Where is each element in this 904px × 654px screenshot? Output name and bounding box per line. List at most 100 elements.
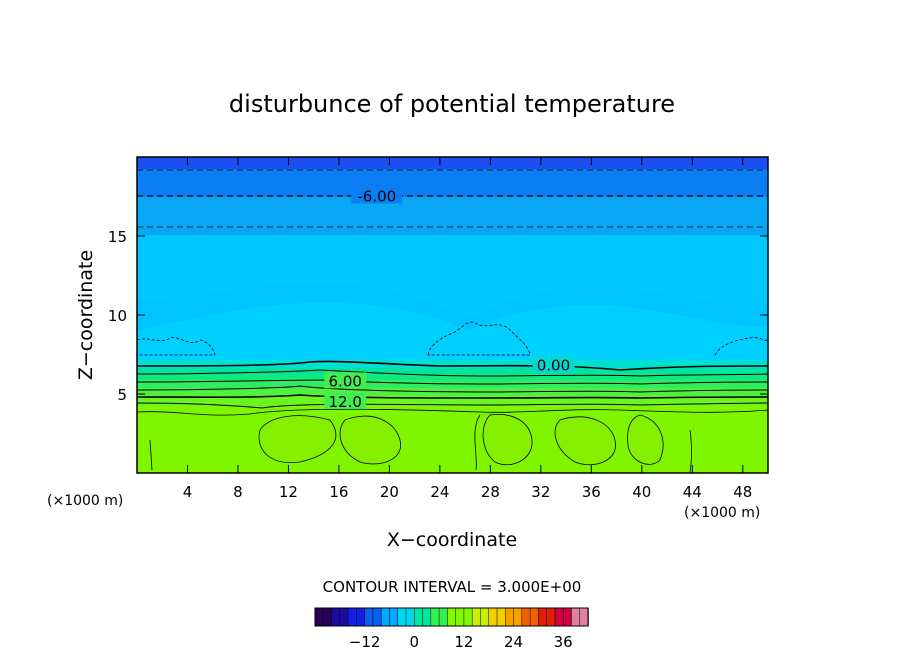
colorbar-cell [389, 607, 399, 627]
colorbar-cell [356, 607, 366, 627]
field-blob-3 [554, 416, 617, 466]
colorbar-cell [505, 607, 515, 627]
colorbar-cell [562, 607, 573, 627]
field-blob-4 [627, 414, 664, 465]
colorbar-tick-label: 36 [554, 633, 573, 651]
field-band-transition-5 [137, 396, 768, 406]
contour-solid-0 [137, 360, 768, 371]
colorbar-cell [571, 607, 581, 627]
y-tick-label: 5 [117, 386, 127, 404]
field-dome-inner [137, 302, 768, 365]
y-ticks: 5 10 15 [108, 228, 768, 404]
y-axis-label: Z−coordinate [75, 250, 97, 380]
field-band-transition-0 [137, 360, 768, 368]
contour-label-2: 6.00 [329, 372, 362, 390]
field-blob-1 [339, 415, 402, 465]
contour-low-outline [137, 408, 768, 416]
y-tick-label: 10 [108, 307, 127, 325]
colorbar-cell [380, 607, 391, 627]
colorbar-cell [546, 607, 556, 627]
colorbar-cell [463, 607, 473, 627]
contour-dashed-wave-1 [427, 321, 531, 356]
chart-title: disturbunce of potential temperature [229, 90, 675, 118]
field-band-transition-2 [137, 374, 768, 380]
colorbar-cell [579, 607, 589, 627]
colorbar-tick-label: 0 [409, 633, 419, 651]
plot-area: -6.00 0.00 6.00 12.0 [136, 156, 769, 474]
colorbar-cell [513, 607, 523, 627]
contour-label-1: 0.00 [537, 357, 570, 375]
colorbar-cell [455, 607, 465, 627]
colorbar-cell [447, 607, 457, 627]
contour-solid-5 [137, 402, 768, 409]
x-unit-left: (×1000 m) [47, 493, 123, 509]
colorbar-cell [422, 607, 432, 627]
x-tick-label: 32 [531, 483, 550, 501]
contour-low-tick-3 [689, 429, 692, 473]
colorbar-cell [347, 607, 358, 627]
x-tick-label: 8 [233, 483, 243, 501]
colorbar-cell [323, 607, 333, 627]
colorbar-cell [538, 607, 548, 627]
colorbar-cell [480, 607, 490, 627]
x-unit-right: (×1000 m) [684, 505, 760, 521]
colorbar-cell [521, 607, 531, 627]
colorbar-cell [554, 607, 564, 627]
field-band-low [137, 406, 768, 473]
y-tick-label: 15 [108, 228, 127, 246]
contour-dashed-wave-0 [137, 337, 216, 356]
field-band-transition-1 [137, 368, 768, 374]
x-tick-label: 24 [430, 483, 449, 501]
colorbar-cell [397, 607, 407, 627]
x-tick-label: 20 [380, 483, 399, 501]
x-tick-label: 36 [582, 483, 601, 501]
x-tick-label: 40 [632, 483, 651, 501]
contour-solid-1 [137, 369, 768, 377]
field-blob-2 [482, 413, 533, 466]
field-band-top [137, 157, 768, 169]
colorbar-cell [496, 607, 507, 627]
x-tick-label: 16 [329, 483, 348, 501]
colorbar-cell [364, 607, 374, 627]
x-tick-label: 44 [683, 483, 702, 501]
field-band-upper-1 [137, 169, 768, 197]
contour-label-bg-0 [351, 187, 403, 204]
colorbar-tick-label: 12 [454, 633, 473, 651]
x-tick-label: 12 [279, 483, 298, 501]
x-axis-label: X−coordinate [387, 529, 517, 551]
contour-solid-4 [137, 394, 768, 399]
colorbar-cell [438, 607, 449, 627]
contour-label-0: -6.00 [357, 188, 396, 206]
contour-dashed-wave-2 [714, 337, 768, 356]
colorbar: −12 0 12 24 36 [314, 607, 589, 651]
colorbar-cell [331, 607, 341, 627]
contour-label-bg-2 [324, 372, 367, 389]
contour-solid-3 [137, 385, 768, 393]
contour-low-tick-1 [149, 439, 153, 471]
field [137, 157, 768, 473]
contour-label-3: 12.0 [329, 393, 362, 411]
contour-label-bg-1 [532, 356, 575, 373]
colorbar-cell [488, 607, 498, 627]
x-ticks: 4 8 12 16 20 24 28 32 36 40 44 48 [183, 157, 752, 501]
x-tick-label: 28 [481, 483, 500, 501]
colorbar-frame [314, 607, 589, 627]
colorbar-cell [471, 607, 482, 627]
contour-low-tick-2 [474, 414, 481, 471]
colorbar-cell [339, 607, 349, 627]
contour-solid-2 [137, 379, 768, 385]
colorbar-cell [314, 607, 325, 627]
colorbar-cell [372, 607, 382, 627]
contour-label-bg-3 [324, 392, 367, 409]
colorbar-cell [430, 607, 440, 627]
field-blob-0 [258, 415, 337, 464]
x-tick-label: 48 [733, 483, 752, 501]
contour-interval-text: CONTOUR INTERVAL = 3.000E+00 [323, 578, 582, 596]
x-tick-label: 4 [183, 483, 193, 501]
colorbar-tick-label: 24 [504, 633, 523, 651]
field-band-upper-2 [137, 197, 768, 235]
colorbar-cell [414, 607, 424, 627]
colorbar-cell [529, 607, 540, 627]
colorbar-tick-label: −12 [349, 633, 381, 651]
